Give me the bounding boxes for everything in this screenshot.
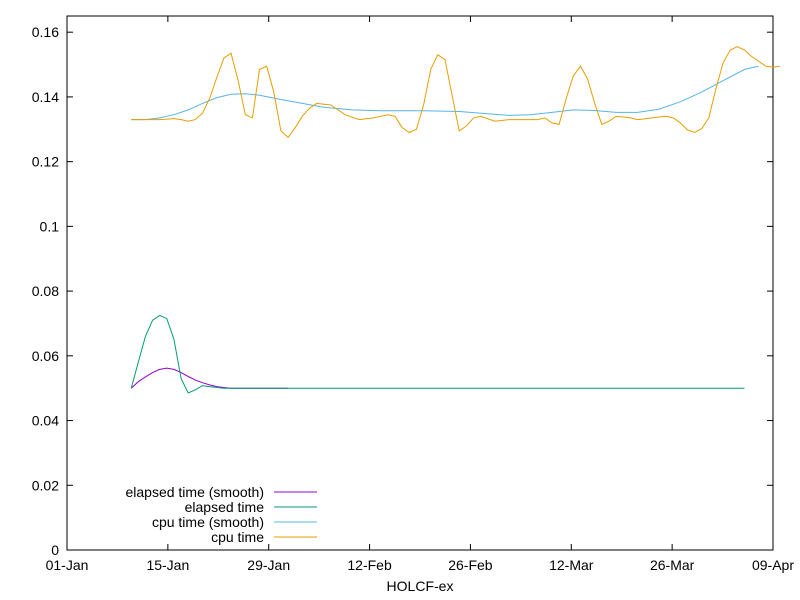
x-axis: 01-Jan 15-Jan 29-Jan 12-Feb 26-Feb 12-Mar 26-M… bbox=[46, 16, 794, 573]
x-tick-label: 26-Mar bbox=[650, 557, 695, 573]
plot-frame bbox=[66, 15, 774, 551]
x-tick-label: 01-Jan bbox=[46, 557, 89, 573]
series-line-0 bbox=[130, 367, 289, 389]
x-tick-label: 12-Mar bbox=[549, 557, 594, 573]
legend-label: cpu time bbox=[211, 529, 264, 545]
y-axis: 0 0.02 0.04 0.06 0.08 0.1 0.12 0.14 0.16 bbox=[32, 24, 773, 558]
legend-label: cpu time (smooth) bbox=[152, 514, 264, 530]
y-tick-label: 0.04 bbox=[32, 413, 59, 429]
y-tick-label: 0 bbox=[51, 542, 59, 558]
y-tick-label: 0.1 bbox=[40, 218, 60, 234]
series-line-2 bbox=[131, 65, 759, 121]
y-tick-label: 0.06 bbox=[32, 348, 59, 364]
y-tick-label: 0.02 bbox=[32, 477, 59, 493]
legend-label: elapsed time bbox=[185, 499, 265, 515]
x-tick-label: 09-Apr bbox=[752, 557, 794, 573]
x-tick-label: 12-Feb bbox=[347, 557, 392, 573]
x-tick-label: 15-Jan bbox=[146, 557, 189, 573]
legend-label: elapsed time (smooth) bbox=[125, 484, 264, 500]
y-tick-label: 0.08 bbox=[32, 283, 59, 299]
y-tick-label: 0.14 bbox=[32, 89, 59, 105]
y-tick-label: 0.12 bbox=[32, 154, 59, 170]
series-layer bbox=[130, 46, 781, 394]
x-tick-label: 29-Jan bbox=[247, 557, 290, 573]
series-line-1 bbox=[130, 314, 745, 394]
x-axis-label: HOLCF-ex bbox=[387, 578, 454, 594]
series-line-3 bbox=[131, 46, 781, 139]
x-tick-label: 26-Feb bbox=[448, 557, 493, 573]
y-tick-label: 0.16 bbox=[32, 24, 59, 40]
